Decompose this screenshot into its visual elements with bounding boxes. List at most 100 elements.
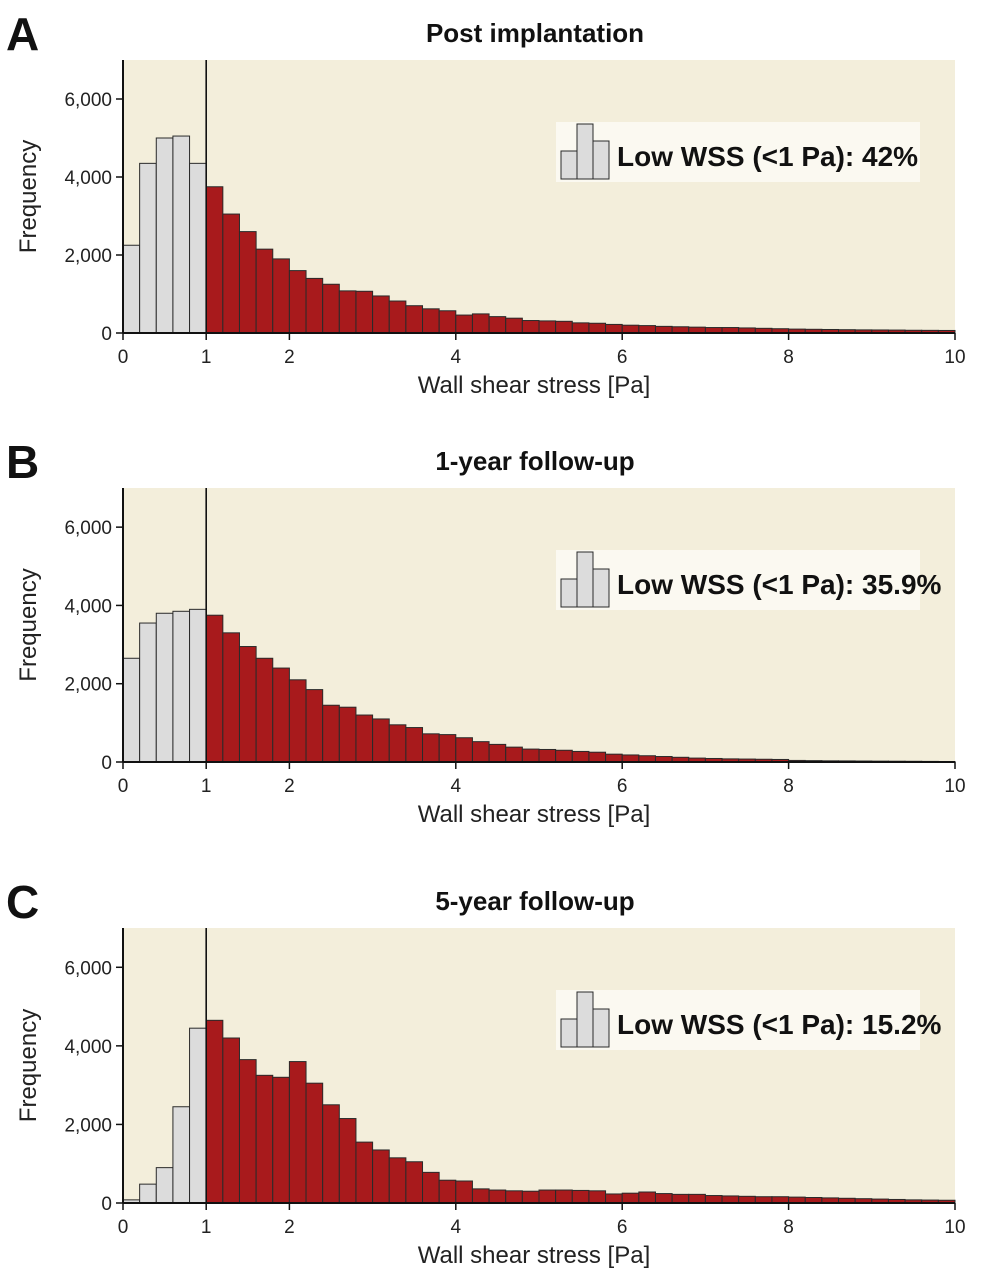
histogram-bar — [272, 667, 290, 763]
legend-box — [556, 550, 920, 610]
x-tick-label: 10 — [944, 1217, 965, 1238]
x-tick-label: 0 — [118, 776, 129, 797]
histogram-bar — [621, 324, 640, 334]
legend: Low WSS (<1 Pa): 15.2% — [556, 990, 942, 1050]
histogram-bar — [238, 231, 257, 334]
histogram-bar — [555, 1189, 573, 1204]
histogram-icon-bar — [592, 1008, 610, 1048]
x-tick-label: 10 — [944, 347, 965, 368]
histogram-bar — [255, 1074, 274, 1204]
histogram-bar — [488, 743, 507, 763]
panel-letter: C — [6, 876, 39, 928]
x-axis-label: Wall shear stress [Pa] — [418, 372, 651, 399]
x-tick-label: 1 — [201, 347, 212, 368]
histogram-bar — [355, 290, 374, 334]
histogram-icon — [560, 551, 610, 608]
x-tick-label: 4 — [451, 347, 462, 368]
y-tick-label: 2,000 — [64, 1115, 112, 1136]
histogram-bar — [455, 737, 473, 763]
histogram-bar — [322, 704, 340, 763]
x-tick-label: 10 — [944, 776, 965, 797]
histogram-bar — [488, 316, 507, 334]
histogram-bar-low-wss — [139, 162, 157, 334]
y-tick-label: 2,000 — [64, 675, 112, 696]
histogram-bar — [555, 749, 573, 763]
histogram-bar — [738, 1195, 756, 1204]
legend-label: Low WSS (<1 Pa): 35.9% — [617, 569, 942, 600]
histogram-bar — [688, 1193, 706, 1204]
histogram-bar — [438, 310, 457, 334]
y-tick-label: 6,000 — [64, 90, 112, 111]
histogram-bar — [588, 751, 607, 763]
histogram-bar — [388, 1157, 407, 1204]
histogram-bar — [438, 734, 457, 763]
histogram-bar — [222, 632, 240, 763]
x-tick-label: 8 — [783, 347, 794, 368]
legend-box — [556, 122, 920, 182]
histogram-bar — [721, 1195, 740, 1204]
histogram-bar — [205, 614, 224, 763]
histogram-bar-low-wss — [189, 608, 207, 763]
histogram-bar — [605, 323, 623, 334]
histogram-bar — [288, 270, 307, 334]
histogram-bar — [538, 320, 557, 334]
y-axis-label: Frequency — [15, 140, 42, 253]
histogram-bar-low-wss — [155, 612, 174, 763]
histogram-bar — [571, 1189, 590, 1204]
chart-panel-c: C 5-year follow-up 0 2,000 4,000 6,000 0 1 2 4 6 8 1… — [6, 876, 966, 1269]
histogram-bar — [222, 213, 240, 334]
histogram-bar — [438, 1179, 457, 1204]
histogram-icon-bar — [560, 150, 578, 180]
histogram-bar — [305, 689, 324, 763]
histogram-bar — [621, 1192, 640, 1204]
histogram-icon-bar — [576, 991, 594, 1048]
histogram-bar — [521, 320, 540, 334]
histogram-bar — [205, 1019, 224, 1204]
histogram-bar — [388, 300, 407, 334]
histogram-bar-low-wss — [155, 137, 174, 334]
histogram-icon — [560, 123, 610, 180]
histogram-bar-low-wss — [189, 162, 207, 334]
histogram-bar — [422, 1171, 440, 1204]
legend-label: Low WSS (<1 Pa): 15.2% — [617, 1009, 942, 1040]
histogram-bar — [238, 646, 257, 763]
histogram-bar — [505, 317, 523, 334]
histogram-bar — [405, 727, 424, 763]
legend-label: Low WSS (<1 Pa): 42% — [617, 141, 918, 172]
histogram-bar — [272, 258, 290, 334]
chart-panel-a: A Post implantation 0 2,000 4,000 6,000 0 1 2 4 6 8… — [6, 8, 966, 399]
legend: Low WSS (<1 Pa): 35.9% — [556, 550, 942, 610]
histogram-bar — [538, 1189, 557, 1204]
y-tick-label: 6,000 — [64, 958, 112, 979]
y-tick-label: 0 — [101, 324, 112, 345]
y-tick-label: 4,000 — [64, 596, 112, 617]
x-tick-label: 6 — [617, 776, 628, 797]
x-tick-label: 6 — [617, 1217, 628, 1238]
histogram-bar — [521, 1190, 540, 1204]
panel-title: 1-year follow-up — [435, 446, 634, 476]
histogram-bar — [638, 325, 656, 334]
histogram-bar — [538, 748, 557, 763]
histogram-bar — [555, 320, 573, 334]
histogram-bar-low-wss — [139, 1183, 157, 1204]
histogram-bar — [255, 657, 274, 763]
histogram-bar — [372, 718, 390, 763]
histogram-bar — [238, 1059, 257, 1204]
y-axis-label: Frequency — [15, 568, 42, 681]
histogram-bar — [338, 1118, 357, 1204]
histogram-bar — [288, 679, 307, 763]
histogram-bar — [521, 748, 540, 763]
histogram-icon-bar — [592, 140, 610, 180]
histogram-bar — [505, 746, 523, 763]
y-tick-label: 4,000 — [64, 1037, 112, 1058]
histogram-bar-low-wss — [122, 244, 141, 334]
histogram-bar — [222, 1037, 240, 1204]
x-tick-label: 4 — [451, 776, 462, 797]
histogram-bar — [338, 290, 357, 334]
histogram-bar — [305, 1082, 324, 1204]
histogram-bar — [338, 706, 357, 763]
histogram-bar — [654, 1193, 673, 1204]
panel-letter: B — [6, 436, 39, 488]
x-tick-label: 6 — [617, 347, 628, 368]
